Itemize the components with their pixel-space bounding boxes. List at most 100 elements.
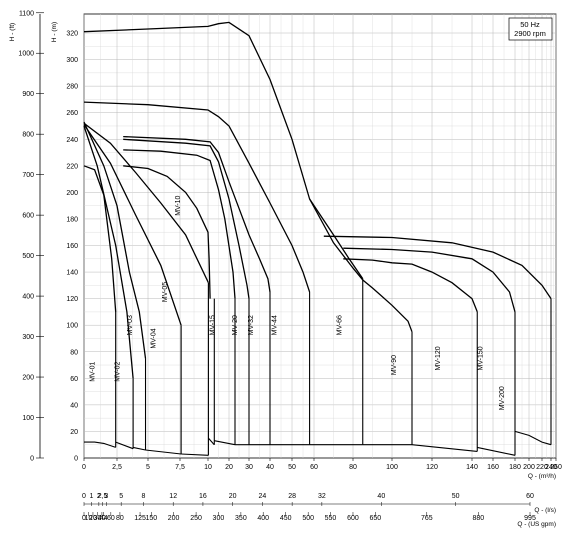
gpm-tick-label: 80 bbox=[116, 515, 124, 522]
x-axis-title-m3h: Q - (m³/h) bbox=[528, 473, 556, 480]
m-tick-label: 40 bbox=[70, 402, 78, 409]
ls-tick-label: 1 bbox=[89, 493, 93, 500]
x-tick-label: 120 bbox=[426, 464, 438, 471]
m-tick-label: 180 bbox=[66, 216, 78, 223]
curve-label-mv-05: MV-05 bbox=[162, 282, 169, 302]
ls-tick-label: 50 bbox=[452, 493, 460, 500]
x-tick-label: 5 bbox=[146, 464, 150, 471]
curve-bottom-mv-04 bbox=[145, 449, 182, 455]
curve-mv-120 bbox=[343, 258, 478, 313]
ft-tick-label: 700 bbox=[22, 172, 34, 179]
x-tick-label: 20 bbox=[225, 464, 233, 471]
ft-tick-label: 800 bbox=[22, 132, 34, 139]
curve-label-mv-02: MV-02 bbox=[114, 361, 121, 381]
gpm-tick-label: 880 bbox=[472, 515, 484, 522]
gpm-tick-label: 300 bbox=[213, 515, 225, 522]
curve-bottom-mv-05 bbox=[181, 453, 209, 456]
curve-label-mv-10: MV-10 bbox=[175, 195, 182, 215]
x-tick-label: 260 bbox=[550, 464, 562, 471]
info-box-frame bbox=[508, 17, 553, 41]
m-tick-label: 220 bbox=[66, 163, 78, 170]
curve-label-mv-66: MV-66 bbox=[336, 315, 343, 335]
m-axis-title: H - (m) bbox=[51, 22, 58, 42]
ls-tick-label: 32 bbox=[318, 493, 326, 500]
curve-mv-10 bbox=[123, 165, 211, 299]
ls-tick-label: 16 bbox=[199, 493, 207, 500]
ft-tick-label: 500 bbox=[22, 253, 34, 260]
gpm-tick-label: 125 bbox=[134, 515, 146, 522]
gpm-tick-label: 765 bbox=[421, 515, 433, 522]
ls-tick-label: 12 bbox=[169, 493, 177, 500]
ls-tick-label: 8 bbox=[142, 493, 146, 500]
x-axis-title-gpm: Q - (US gpm) bbox=[517, 521, 556, 528]
m-tick-label: 280 bbox=[66, 84, 78, 91]
x-tick-label: 180 bbox=[509, 464, 521, 471]
curve-bottom-mv-120 bbox=[411, 444, 478, 452]
gpm-tick-label: 40 bbox=[98, 515, 106, 522]
curve-label-mv-32: MV-32 bbox=[248, 315, 255, 335]
grid bbox=[83, 13, 557, 459]
ft-tick-label: 600 bbox=[22, 213, 34, 220]
curve-mv-150 bbox=[343, 247, 516, 313]
x-tick-label: 10 bbox=[204, 464, 212, 471]
curve-bottom-mv-15 bbox=[214, 440, 236, 446]
ft-tick-label: 900 bbox=[22, 91, 34, 98]
curve-regions bbox=[83, 21, 552, 456]
x-tick-label: 240 bbox=[545, 464, 557, 471]
curve-label-mv-15: MV-15 bbox=[209, 315, 216, 335]
curve-bottom-mv-03 bbox=[132, 446, 146, 451]
x-tick-label: 140 bbox=[466, 464, 478, 471]
gpm-tick-label: 200 bbox=[168, 515, 180, 522]
x-tick-label: 60 bbox=[310, 464, 318, 471]
curve-mv-90 bbox=[309, 198, 413, 333]
curve-mv-04 bbox=[83, 124, 182, 326]
ft-tick-label: 300 bbox=[22, 334, 34, 341]
gpm-tick-label: 44 bbox=[100, 515, 108, 522]
curve-label-mv-01: MV-01 bbox=[90, 361, 97, 381]
ls-tick-label: 24 bbox=[259, 493, 267, 500]
x-tick-label: 50 bbox=[288, 464, 296, 471]
curve-labels: MV-01 MV-02 MV-03 MV-04 MV-05 MV-10 MV-15 MV-20… bbox=[90, 195, 506, 410]
m-tick-label: 200 bbox=[66, 190, 78, 197]
curve-label-mv-04: MV-04 bbox=[151, 328, 158, 348]
curve-mv-03 bbox=[83, 121, 147, 359]
info-box-line: 2900 rpm bbox=[514, 29, 546, 38]
ls-tick-label: 20 bbox=[229, 493, 237, 500]
x-tick-label: 40 bbox=[266, 464, 274, 471]
curve-mv-66 bbox=[83, 21, 364, 280]
m-tick-label: 140 bbox=[66, 270, 78, 277]
m-tick-label: 20 bbox=[70, 429, 78, 436]
curve-mv-44 bbox=[83, 101, 311, 293]
ls-tick-label: 60 bbox=[526, 493, 534, 500]
ft-tick-label: 200 bbox=[22, 375, 34, 382]
m-tick-label: 100 bbox=[66, 323, 78, 330]
ls-tick-label: 28 bbox=[288, 493, 296, 500]
gpm-tick-label: 0 bbox=[82, 515, 86, 522]
curve-mv-02 bbox=[83, 125, 134, 379]
m-tick-label: 320 bbox=[66, 31, 78, 38]
curve-label-mv-03: MV-03 bbox=[127, 315, 134, 335]
curve-bottom-mv-150 bbox=[477, 446, 516, 456]
m-tick-label: 60 bbox=[70, 376, 78, 383]
x-tick-label: 80 bbox=[349, 464, 357, 471]
gpm-tick-label: 20 bbox=[89, 515, 97, 522]
curve-label-mv-90: MV-90 bbox=[391, 355, 398, 375]
gpm-tick-label: 60 bbox=[107, 515, 115, 522]
ls-tick-label: 5 bbox=[119, 493, 123, 500]
m-tick-label: 80 bbox=[70, 349, 78, 356]
ls-tick-label: 0 bbox=[82, 493, 86, 500]
ls-tick-label: 40 bbox=[377, 493, 385, 500]
x-tick-label: 200 bbox=[523, 464, 535, 471]
ft-axis-title: H - (ft) bbox=[9, 23, 16, 41]
gpm-tick-label: 450 bbox=[280, 515, 292, 522]
ft-tick-label: 1000 bbox=[18, 51, 34, 58]
curve-bottom-mv-02 bbox=[115, 441, 134, 450]
x-tick-label: 0 bbox=[82, 464, 86, 471]
gpm-tick-label: 400 bbox=[257, 515, 269, 522]
ft-tick-label: 400 bbox=[22, 294, 34, 301]
gpm-tick-label: 600 bbox=[347, 515, 359, 522]
gpm-tick-label: 995 bbox=[524, 515, 536, 522]
ls-tick-label: 3 bbox=[104, 493, 108, 500]
